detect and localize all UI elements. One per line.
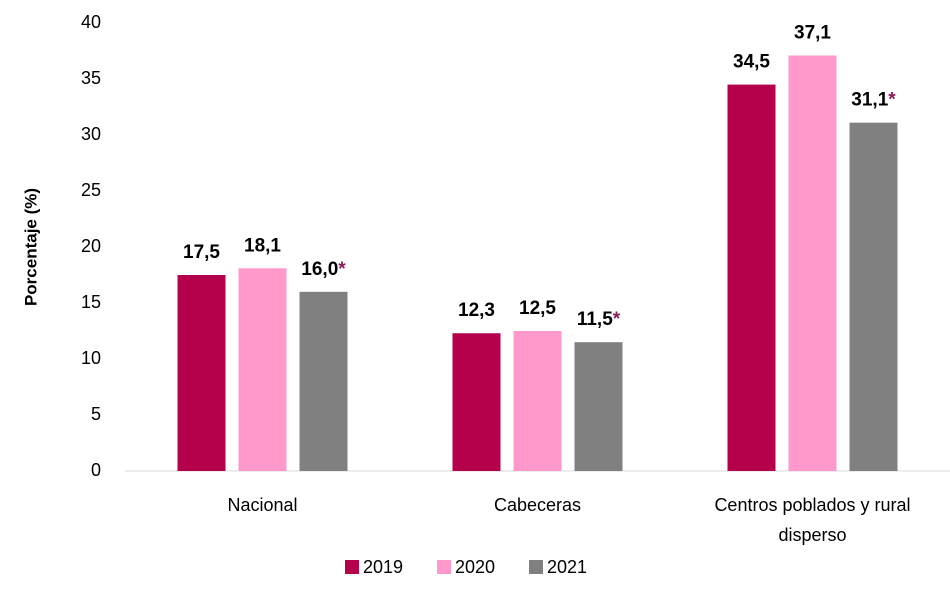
data-label: 34,5 <box>733 52 770 73</box>
data-label-value: 31,1 <box>851 90 888 111</box>
data-label: 18,1 <box>244 235 281 256</box>
data-label-annotation: * <box>338 259 346 280</box>
bar <box>452 333 501 471</box>
y-axis-label: Porcentaje (%) <box>21 188 40 306</box>
x-tick-label: Nacional <box>227 495 298 515</box>
data-label: 11,5* <box>577 309 621 330</box>
data-label-annotation: * <box>888 90 896 111</box>
data-label-value: 17,5 <box>183 242 220 263</box>
data-label-annotation: * <box>613 309 621 330</box>
legend-swatch <box>529 560 543 574</box>
bar <box>177 275 226 471</box>
y-tick-label: 20 <box>81 236 101 256</box>
data-label: 17,5 <box>183 242 220 263</box>
data-label-value: 34,5 <box>733 52 770 73</box>
bar <box>788 55 837 471</box>
x-tick-label: Centros poblados y rural disperso <box>714 495 911 545</box>
data-label: 12,3 <box>458 300 495 321</box>
bar <box>513 331 562 471</box>
y-tick-label: 40 <box>81 12 101 32</box>
legend-swatch <box>437 560 451 574</box>
data-label: 37,1 <box>794 22 831 43</box>
legend-swatch <box>345 560 359 574</box>
y-tick-label: 30 <box>81 124 101 144</box>
data-label-value: 11,5 <box>577 309 613 330</box>
y-tick-label: 5 <box>91 404 101 424</box>
bar <box>238 268 287 471</box>
data-label-value: 37,1 <box>794 22 831 43</box>
y-tick-label: 15 <box>81 292 101 312</box>
data-label: 31,1* <box>851 90 896 111</box>
y-tick-label: 35 <box>81 68 101 88</box>
bar <box>849 122 898 472</box>
data-label-value: 18,1 <box>244 235 281 256</box>
data-label-value: 12,5 <box>519 298 556 319</box>
data-label-value: 16,0 <box>301 259 338 280</box>
y-tick-label: 10 <box>81 348 101 368</box>
x-tick-label: Cabeceras <box>493 495 582 515</box>
bar <box>727 84 776 471</box>
y-tick-label: 25 <box>81 180 101 200</box>
data-label: 12,5 <box>519 298 556 319</box>
data-label-value: 12,3 <box>458 300 495 321</box>
legend-label: 2021 <box>547 557 587 577</box>
bar <box>299 291 348 471</box>
y-tick-label: 0 <box>91 460 101 480</box>
data-label: 16,0* <box>301 259 346 280</box>
bar <box>574 342 623 471</box>
legend-label: 2019 <box>363 557 403 577</box>
legend-label: 2020 <box>455 557 495 577</box>
